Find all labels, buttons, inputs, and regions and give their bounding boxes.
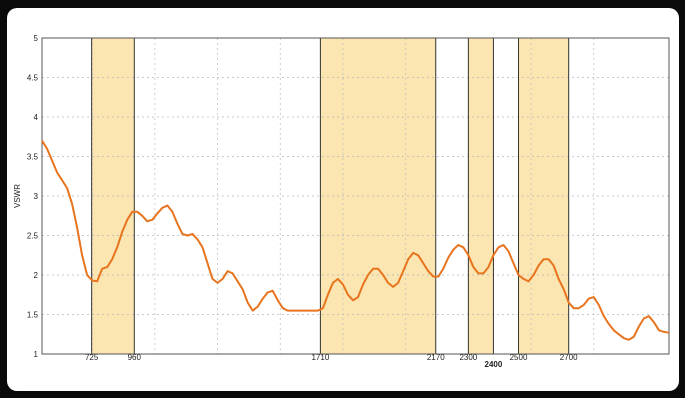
y-axis-label: VSWR — [13, 184, 22, 208]
x-tick-label: 725 — [85, 353, 99, 362]
y-tick-label: 3 — [34, 192, 39, 201]
vswr-series-line — [41, 140, 670, 341]
y-tick-label: 4.5 — [27, 74, 39, 83]
x-tick-label: 2500 — [510, 353, 528, 362]
y-tick-label: 2.5 — [27, 232, 39, 241]
y-tick-label: 4 — [34, 113, 39, 122]
x-tick-label: 2300 — [459, 353, 477, 362]
x-tick-label: 2400 — [485, 360, 503, 369]
plot-frame — [41, 37, 670, 355]
y-tick-label: 2 — [34, 271, 39, 280]
y-tick-label: 1.5 — [27, 311, 39, 320]
x-tick-label: 1710 — [311, 353, 329, 362]
vswr-chart: 1 1.5 2 2.5 3 3.5 4 4.5 5 725 960 1710 2170 2300 2400 2… — [13, 34, 670, 369]
x-tick-label: 2170 — [427, 353, 445, 362]
y-tick-label: 1 — [34, 350, 39, 359]
x-tick-label: 960 — [128, 353, 142, 362]
chart-panel: 1 1.5 2 2.5 3 3.5 4 4.5 5 725 960 1710 2170 2300 2400 2… — [7, 8, 679, 391]
x-tick-label: 2700 — [560, 353, 578, 362]
y-tick-label: 3.5 — [27, 153, 39, 162]
y-tick-label: 5 — [34, 34, 39, 43]
